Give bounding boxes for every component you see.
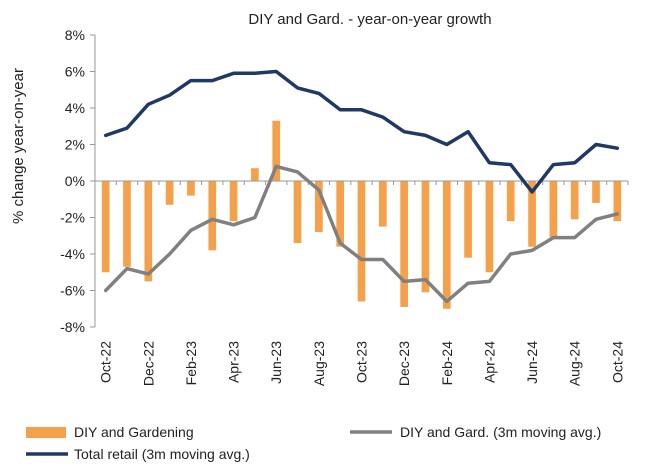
y-tick-label: -6% bbox=[60, 283, 85, 299]
bar-diy-gardening bbox=[613, 181, 622, 222]
plot-area: 8% 6% 4% 2% 0% -2% -4% -6% -8% Oct-22 Dec-22 Feb-23… bbox=[60, 27, 629, 386]
x-tick-label: Dec-23 bbox=[396, 341, 412, 386]
x-tick-label: Oct-24 bbox=[609, 341, 625, 383]
bar-diy-gardening bbox=[378, 181, 387, 227]
legend-label-diy-gardening: DIY and Gardening bbox=[74, 424, 194, 440]
bar-diy-gardening bbox=[485, 181, 494, 273]
bar-diy-gardening bbox=[229, 181, 238, 222]
legend-label-diy-moving-avg: DIY and Gard. (3m moving avg.) bbox=[400, 424, 601, 440]
bar-diy-gardening bbox=[315, 181, 323, 233]
legend: DIY and Gardening DIY and Gard. (3m movi… bbox=[26, 424, 601, 462]
x-tick-label: Dec-22 bbox=[140, 341, 156, 386]
bar-diy-gardening bbox=[208, 181, 217, 251]
bar-diy-gardening bbox=[123, 181, 131, 267]
bar-diy-gardening bbox=[187, 181, 195, 196]
y-tick-label: -4% bbox=[60, 246, 85, 262]
bar-diy-gardening bbox=[570, 181, 579, 220]
x-tick-label: Oct-22 bbox=[98, 341, 114, 383]
bar-diy-gardening bbox=[400, 181, 408, 307]
y-tick-label: 2% bbox=[65, 137, 85, 153]
y-axis-label: % change year-on-year bbox=[10, 68, 27, 224]
bar-diy-gardening bbox=[442, 181, 451, 309]
bar-diy-gardening bbox=[592, 181, 600, 203]
x-tick-label: Aug-24 bbox=[567, 341, 583, 386]
bar-diy-gardening bbox=[336, 181, 345, 247]
bar-diy-gardening bbox=[464, 181, 472, 258]
x-tick-label: Jun-24 bbox=[524, 341, 540, 384]
x-tick-label: Feb-23 bbox=[183, 341, 199, 386]
x-tick-label: Oct-23 bbox=[354, 341, 370, 383]
bar-diy-gardening bbox=[293, 181, 302, 244]
x-tick-label: Apr-23 bbox=[226, 341, 242, 383]
y-tick-label: -8% bbox=[60, 319, 85, 335]
bar-diy-gardening bbox=[357, 181, 366, 302]
bar-diy-gardening bbox=[549, 181, 558, 238]
bar-diy-gardening bbox=[506, 181, 515, 222]
y-tick-label: 0% bbox=[65, 173, 85, 189]
x-tick-label: Apr-24 bbox=[481, 341, 497, 383]
bar-diy-gardening bbox=[165, 181, 174, 205]
y-tick-label: 6% bbox=[65, 64, 85, 80]
bar-diy-gardening bbox=[251, 168, 259, 181]
line-total-retail bbox=[103, 69, 620, 194]
y-tick-label: -2% bbox=[60, 210, 85, 226]
x-tick-label: Aug-23 bbox=[311, 341, 327, 386]
y-tick-label: 8% bbox=[65, 27, 85, 43]
chart-title: DIY and Gard. - year-on-year growth bbox=[248, 11, 491, 28]
bar-diy-gardening bbox=[101, 181, 110, 273]
x-tick-label: Jun-23 bbox=[268, 341, 284, 384]
line-diy-moving-avg bbox=[103, 164, 620, 304]
bar-diy-gardening bbox=[421, 181, 430, 293]
bar-diy-gardening bbox=[272, 120, 281, 181]
y-tick-label: 4% bbox=[65, 100, 85, 116]
bar-diy-gardening bbox=[528, 181, 536, 247]
legend-swatch-diy-gardening bbox=[26, 427, 66, 438]
x-tick-label: Feb-24 bbox=[439, 341, 455, 386]
legend-label-total-retail: Total retail (3m moving avg.) bbox=[74, 446, 250, 462]
bar-diy-gardening bbox=[144, 181, 153, 282]
